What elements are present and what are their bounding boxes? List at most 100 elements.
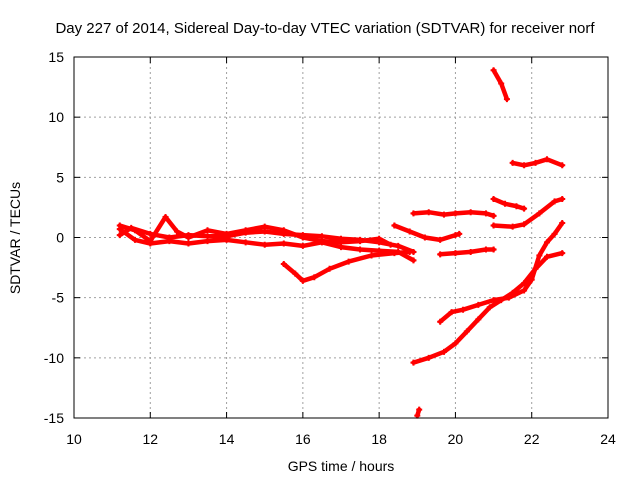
data-point (543, 253, 550, 260)
data-point (223, 230, 230, 237)
data-point (460, 306, 467, 313)
data-point (475, 301, 482, 308)
data-point (395, 242, 402, 249)
data-point (173, 228, 180, 235)
data-point (223, 236, 230, 243)
data-point (559, 195, 566, 202)
data-point (376, 235, 383, 242)
x-tick-label: 20 (448, 431, 464, 447)
data-point (448, 309, 455, 316)
data-point (416, 406, 423, 413)
series-trace-3 (116, 226, 417, 264)
data-point (318, 239, 325, 246)
data-point (509, 223, 516, 230)
data-point (406, 228, 413, 235)
data-point (185, 240, 192, 247)
data-point (490, 222, 497, 229)
data-point (452, 340, 459, 347)
series-line (491, 196, 527, 211)
data-point (528, 276, 535, 283)
data-point (410, 359, 417, 366)
series-trace-11 (490, 67, 510, 103)
data-point (475, 316, 482, 323)
data-point (162, 214, 169, 221)
data-point (387, 241, 394, 248)
series-trace-14 (509, 156, 566, 169)
data-point (437, 236, 444, 243)
y-tick-label: -10 (44, 350, 64, 366)
data-point (261, 223, 268, 230)
series-trace-7 (437, 220, 566, 325)
data-point (204, 238, 211, 245)
chart-title: Day 227 of 2014, Sidereal Day-to-day VTE… (55, 20, 595, 37)
series-trace-9 (410, 209, 497, 219)
data-point (521, 205, 528, 212)
y-tick-label: -15 (44, 410, 64, 426)
data-point (357, 238, 364, 245)
data-point (452, 250, 459, 257)
data-point (551, 198, 558, 205)
data-point (456, 230, 463, 237)
data-point (391, 250, 398, 257)
data-point (467, 209, 474, 216)
data-point (406, 248, 413, 255)
data-point (463, 328, 470, 335)
data-point (498, 80, 505, 87)
data-point (280, 227, 287, 234)
data-point (421, 234, 428, 241)
data-point (280, 260, 287, 267)
data-point (425, 209, 432, 216)
x-tick-label: 18 (371, 431, 387, 447)
data-point (440, 348, 447, 355)
data-point (490, 297, 497, 304)
series-trace-8 (391, 222, 463, 243)
data-point (185, 234, 192, 241)
data-point (437, 251, 444, 258)
data-point (299, 234, 306, 241)
series-trace-5 (414, 406, 423, 419)
data-point (467, 248, 474, 255)
data-point (521, 287, 528, 294)
y-tick-label: 10 (48, 109, 64, 125)
y-axis-label: SDTVAR / TECUs (7, 182, 23, 294)
ticks: 10 12 14 16 18 20 22 24 -15 -10 -5 0 5 10 15 (44, 49, 616, 447)
data-point (513, 203, 520, 210)
data-point (280, 240, 287, 247)
data-point (410, 257, 417, 264)
data-point (521, 280, 528, 287)
data-point (490, 246, 497, 253)
data-point (503, 96, 510, 103)
data-point (292, 270, 299, 277)
series-trace-12 (490, 195, 528, 212)
x-tick-label: 10 (66, 431, 82, 447)
y-tick-label: 15 (48, 49, 64, 65)
series-trace-10 (437, 246, 497, 258)
data-point (345, 258, 352, 265)
x-tick-label: 22 (524, 431, 540, 447)
data-point (452, 232, 459, 239)
series-trace-6 (410, 250, 566, 366)
data-point (482, 246, 489, 253)
data-point (437, 318, 444, 325)
data-point (166, 238, 173, 245)
data-point (116, 232, 123, 239)
series-layer (116, 67, 566, 419)
data-point (505, 294, 512, 301)
data-point (521, 162, 528, 169)
data-point (311, 274, 318, 281)
data-point (482, 210, 489, 217)
x-axis-label: GPS time / hours (288, 458, 395, 474)
data-point (509, 159, 516, 166)
data-point (559, 220, 566, 227)
data-point (486, 304, 493, 311)
data-point (261, 241, 268, 248)
data-point (116, 226, 123, 233)
data-point (299, 242, 306, 249)
data-point (132, 227, 139, 234)
data-point (391, 222, 398, 229)
data-point (147, 240, 154, 247)
data-point (536, 252, 543, 259)
series-trace-4 (280, 248, 413, 284)
data-point (425, 354, 432, 361)
